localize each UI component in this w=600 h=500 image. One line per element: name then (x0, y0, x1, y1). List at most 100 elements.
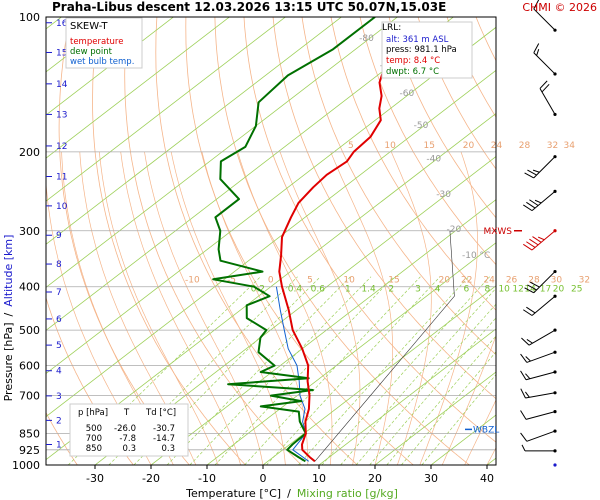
pressure-tick-label: 850 (19, 427, 40, 440)
isotherm-label: -20 (446, 225, 461, 235)
legend-item-temperature: temperature (70, 37, 123, 47)
wind-barb-station (553, 72, 557, 76)
theta-label: 28 (519, 141, 531, 151)
wind-barb (524, 155, 557, 179)
dry-adiabat (301, 17, 496, 356)
pressure-tick-label: 1000 (12, 459, 40, 472)
theta-label: 32 (579, 276, 590, 286)
moist-adiabat (464, 399, 496, 465)
wind-barb-station (553, 328, 557, 332)
mixing-ratio-label: 0.4 (288, 284, 303, 294)
lrl-alt: alt: 361 m ASL (386, 35, 449, 45)
altitude-tick-label: 5 (56, 341, 62, 351)
table-cell: -14.7 (153, 434, 175, 444)
x-tick-label: -30 (86, 472, 104, 485)
wind-barb-flag (539, 80, 548, 89)
isotherm (46, 17, 287, 202)
altitude-tick-label: 4 (56, 367, 62, 377)
xlabel-mixing-ratio: Mixing ratio [g/kg] (297, 487, 398, 500)
altitude-tick-label: 1 (56, 441, 62, 451)
wind-barb-flag (523, 309, 533, 316)
wind-barb (520, 429, 557, 442)
theta-label: 5 (348, 141, 354, 151)
wind-barb-station (553, 429, 557, 433)
isotherm-label: -50 (414, 121, 429, 131)
legend-diagram-name: SKEW-T (70, 21, 108, 32)
isotherm (318, 328, 496, 465)
level-table: p [hPa] T Td [°C] 500 -26.0 -30.7 700 -7… (69, 403, 189, 457)
x-tick-label: -10 (198, 472, 216, 485)
wind-barb-flag (521, 337, 530, 346)
wbzl-label: WBZL (473, 425, 499, 435)
wind-barb (520, 410, 557, 420)
x-tick-label: 40 (480, 472, 494, 485)
wind-barb-flag (526, 201, 536, 209)
mixing-ratio-label: 14 (524, 284, 536, 294)
wind-barb-flag (525, 373, 531, 380)
mixing-ratio-line (108, 276, 298, 465)
xlabel-sep: / (287, 487, 291, 500)
wind-surface-station (553, 463, 557, 467)
parcel-line (314, 230, 455, 462)
pressure-tick-label: 100 (19, 11, 40, 24)
wind-barb-station (553, 28, 557, 32)
wind-barb-flag (524, 391, 530, 398)
altitude-tick-label: 13 (56, 110, 67, 120)
wind-barb-flag (520, 410, 527, 420)
wind-barb-flag (524, 172, 535, 179)
isotherm (46, 17, 399, 288)
table-cell: 500 (86, 424, 102, 434)
altitude-tick-label: 16 (56, 19, 68, 29)
wind-barb-flag (541, 83, 550, 93)
wind-barb (524, 269, 557, 294)
theta-label: 22 (461, 276, 472, 286)
wind-barb-staff (533, 156, 556, 179)
dry-adiabat (243, 17, 496, 443)
theta-label: 10 (343, 276, 355, 286)
dry-adiabat (46, 411, 78, 465)
mixing-ratio-line (133, 276, 321, 465)
isotherm-label: -10 °C (462, 251, 490, 261)
mixing-ratio-label: 25 (571, 284, 582, 294)
dewpoint-line (212, 17, 376, 463)
wind-barb (521, 444, 557, 453)
mixing-ratio-label: 4 (435, 284, 441, 294)
wind-barb (523, 229, 557, 251)
mixing-ratio-label: 8 (485, 284, 491, 294)
pressure-tick-label: 400 (19, 281, 40, 294)
wind-barb-flag (527, 284, 537, 291)
mixing-ratio-label: 6 (463, 284, 469, 294)
wind-barb-station (553, 391, 557, 395)
copyright: CHMI © 2026 (522, 1, 597, 14)
isotherm (374, 371, 496, 465)
table-cell: -30.7 (153, 424, 175, 434)
plot-frame (45, 16, 497, 466)
altitude-tick-label: 3 (56, 392, 62, 402)
wind-barb-station (553, 370, 557, 374)
table-box (69, 403, 189, 457)
altitude-tick-label: 8 (56, 260, 62, 270)
wind-barb-station (553, 410, 557, 414)
wind-barb-staff (526, 430, 556, 442)
ylabel-altitude: Altitude [km] (2, 235, 15, 307)
wind-barb-flag (537, 236, 545, 241)
legend-item-wet-bulb: wet bulb temp. (70, 57, 134, 67)
pressure-tick-label: 200 (19, 146, 40, 159)
ylabel-pressure: Pressure [hPa] (2, 322, 15, 401)
isotherm (262, 285, 496, 465)
wind-barb-flag (533, 43, 540, 53)
dry-adiabat (92, 17, 246, 465)
isotherm-label: -40 (426, 154, 441, 164)
wind-barb (520, 350, 557, 363)
theta-label: 24 (491, 141, 503, 151)
pressure-tick-label: 300 (19, 225, 40, 238)
wind-barb-station (553, 294, 557, 298)
isotherm (46, 17, 455, 331)
mixing-ratio-line (386, 335, 496, 465)
wind-barb-station (553, 189, 557, 193)
wind-barb (521, 328, 557, 346)
wind-barb-staff (531, 190, 556, 212)
isotherm (46, 112, 496, 461)
wind-barb-staff (533, 52, 556, 75)
wind-barb-flag (530, 281, 540, 288)
